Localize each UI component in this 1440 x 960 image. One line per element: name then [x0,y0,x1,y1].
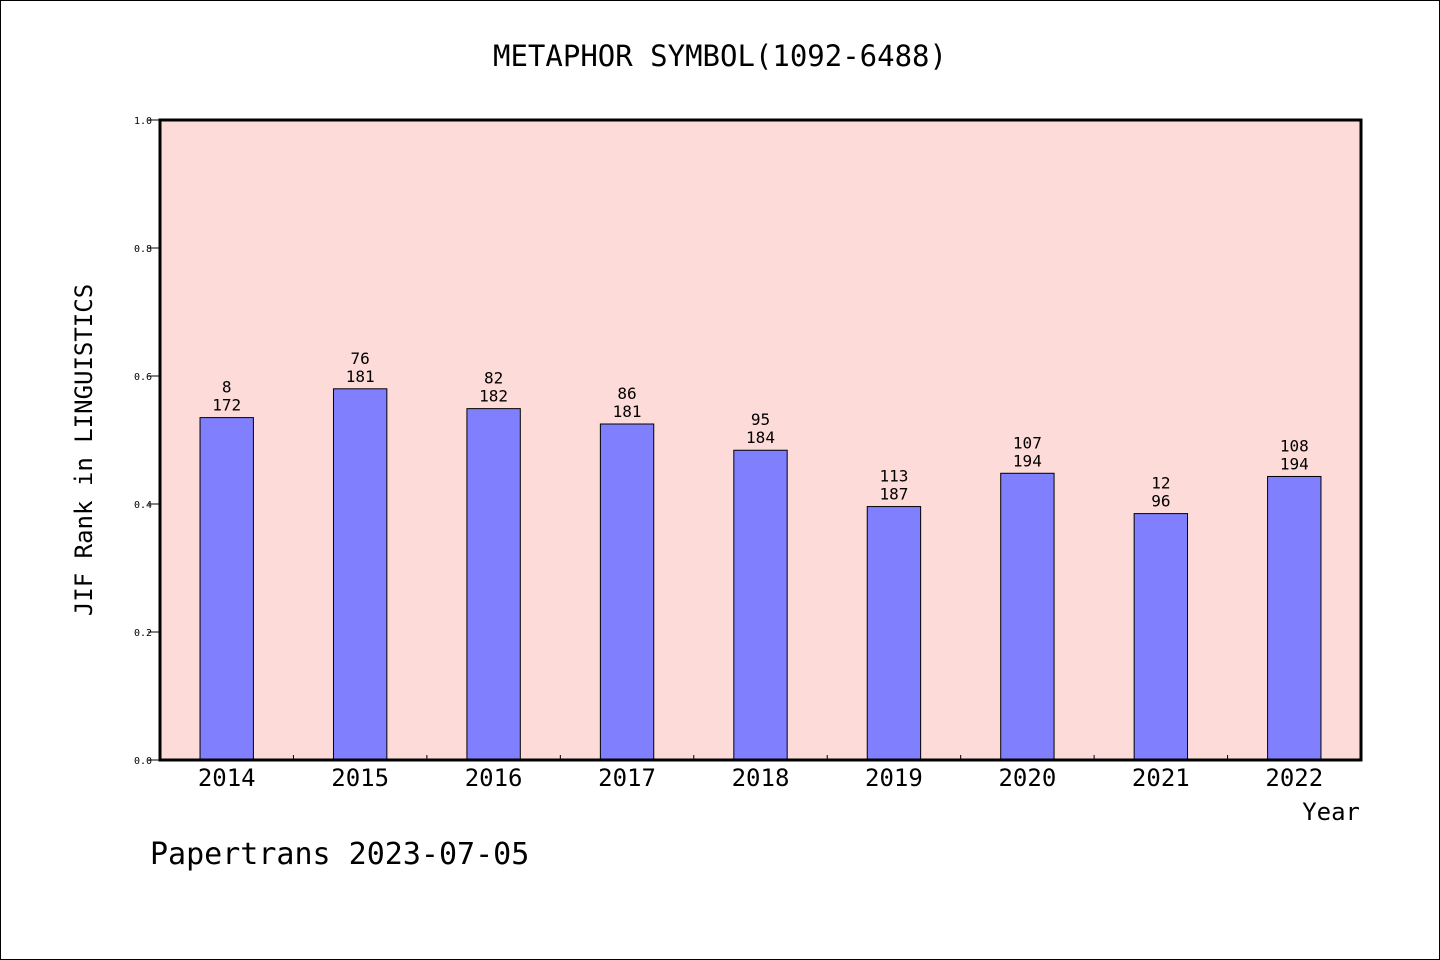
bar-2020 [1000,472,1055,761]
bar-2019 [866,506,922,761]
total-label-2017: 181 [613,402,642,421]
total-label-2022: 194 [1280,454,1309,473]
bar-2021 [1133,513,1189,761]
total-label-2016: 182 [479,387,508,406]
rank-label-2015: 76 [351,349,370,368]
rank-label-2021: 12 [1151,474,1170,493]
y-tick-label-0.2: 0.2 [134,628,152,639]
y-tick-label-0.6: 0.6 [134,372,152,383]
rank-label-2018: 95 [751,410,770,429]
total-label-2018: 184 [746,428,775,447]
bar-2016 [466,408,521,761]
x-tick-label-2018: 2018 [732,764,790,792]
total-label-2020: 194 [1013,451,1042,470]
plot-frame [158,118,1363,762]
x-tick-label-2014: 2014 [198,764,256,792]
rank-label-2020: 107 [1013,433,1042,452]
x-tick-label-2016: 2016 [465,764,523,792]
bar-2018 [733,449,788,761]
total-label-2021: 96 [1151,492,1170,511]
x-tick-label-2019: 2019 [865,764,923,792]
bar-2014 [199,417,254,761]
bar-2022 [1267,475,1322,761]
total-label-2019: 187 [879,485,908,504]
rank-label-2014: 8 [222,378,232,397]
bar-2015 [332,388,388,761]
x-tick-label-2015: 2015 [331,764,389,792]
x-tick-label-2020: 2020 [998,764,1056,792]
total-label-2014: 172 [212,396,241,415]
total-label-2015: 181 [346,367,375,386]
chart-title: METAPHOR SYMBOL(1092-6488) [493,39,947,73]
x-tick-label-2022: 2022 [1265,764,1323,792]
x-tick-label-2017: 2017 [598,764,656,792]
y-tick-label-0.0: 0.0 [134,756,152,767]
y-tick-label-0.8: 0.8 [134,244,152,255]
rank-label-2017: 86 [617,384,636,403]
x-axis-label: Year [1302,798,1360,826]
footer-credit: Papertrans 2023-07-05 [150,837,529,872]
rank-label-2019: 113 [879,467,908,486]
y-tick-label-0.4: 0.4 [134,500,152,511]
x-tick-label-2021: 2021 [1132,764,1190,792]
y-tick-label-1.0: 1.0 [134,116,152,127]
axis-layer: 2014 2015 2016 2017 2018 2019 2020 2021 2022 0.0 0… [134,116,1323,792]
rank-label-2016: 82 [484,369,503,388]
bar-2017 [599,423,655,761]
y-axis-label: JIF Rank in LINGUISTICS [70,284,98,616]
rank-label-2022: 108 [1280,436,1309,455]
